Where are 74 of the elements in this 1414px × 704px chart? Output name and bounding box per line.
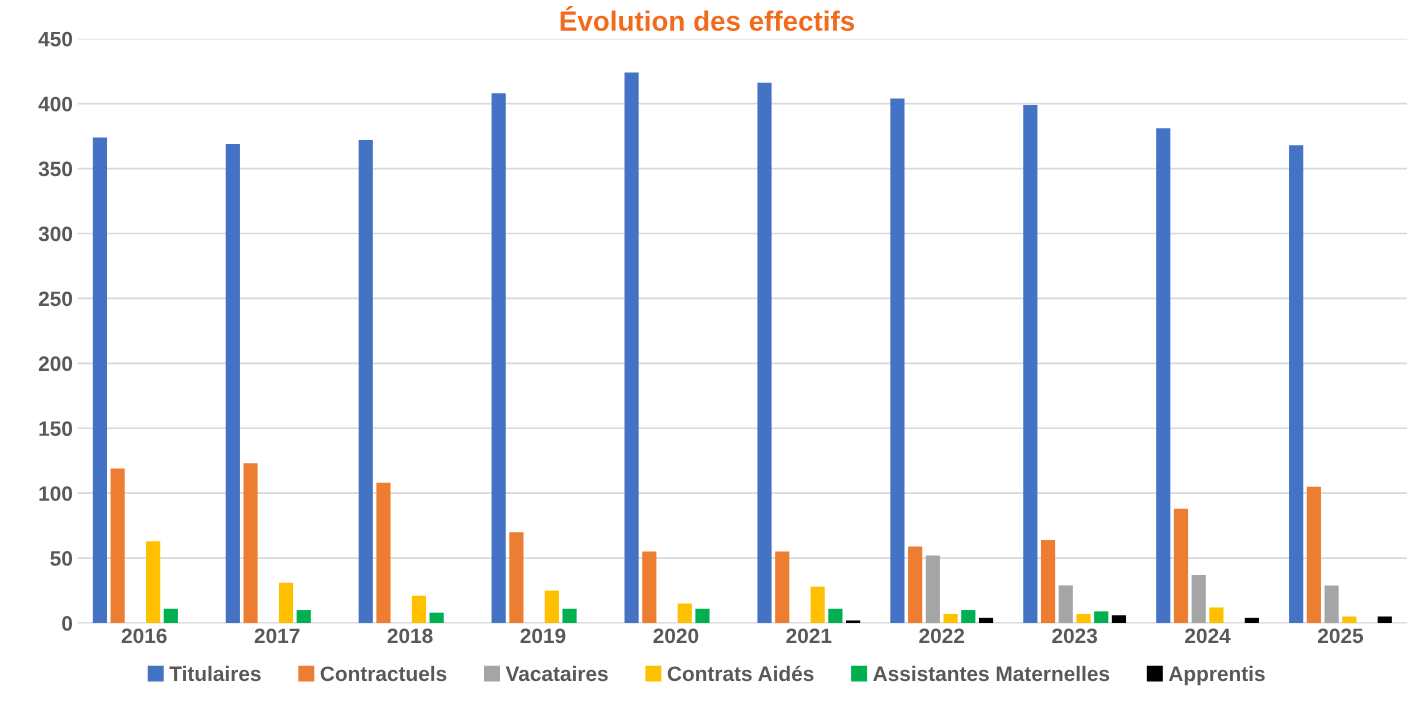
- bar: [1094, 611, 1109, 624]
- bar: [429, 612, 444, 624]
- legend-label: Assistantes Maternelles: [873, 665, 1110, 682]
- bar: [961, 610, 976, 624]
- bar: [1040, 539, 1056, 624]
- bar: [1289, 145, 1304, 624]
- bar: [1342, 616, 1357, 624]
- y-tick-label: 150: [39, 421, 73, 437]
- bar: [624, 72, 639, 624]
- bar: [1324, 585, 1339, 624]
- bar: [544, 590, 559, 624]
- bar: [1023, 104, 1038, 624]
- bar: [677, 603, 692, 624]
- bar: [810, 586, 825, 624]
- bar: [509, 532, 524, 624]
- y-tick-label: 450: [38, 31, 73, 47]
- bar: [1156, 128, 1171, 624]
- bar: [110, 468, 125, 624]
- x-tick-label: 2019: [520, 628, 566, 644]
- x-tick-label: 2018: [387, 628, 433, 644]
- bar: [695, 608, 710, 624]
- x-tick-label: 2017: [254, 628, 300, 644]
- bar: [757, 82, 772, 624]
- y-tick-label: 100: [39, 486, 73, 501]
- bar: [1377, 616, 1392, 624]
- bar: [1244, 617, 1259, 624]
- legend-label: Contrats Aidés: [667, 665, 814, 682]
- y-tick-label: 350: [38, 161, 73, 177]
- bar: [775, 551, 790, 624]
- bar: [1209, 607, 1224, 624]
- y-tick-label: 250: [38, 291, 73, 307]
- y-tick-label: 0: [62, 616, 73, 631]
- bar: [1173, 508, 1189, 624]
- bar: [491, 93, 506, 624]
- bar: [846, 620, 861, 624]
- bar: [296, 610, 311, 624]
- x-tick-label: 2024: [1185, 628, 1231, 644]
- bar: [358, 140, 373, 624]
- chart-title: Évolution des effectifs: [560, 6, 855, 31]
- bar: [92, 137, 108, 624]
- bar: [243, 463, 258, 624]
- y-tick-label: 300: [38, 226, 73, 242]
- bar: [978, 617, 994, 624]
- bar: [943, 613, 958, 624]
- bar: [1111, 615, 1127, 624]
- y-tick-label: 200: [38, 356, 73, 372]
- bar: [1306, 486, 1321, 624]
- y-tick-label: 50: [50, 551, 73, 566]
- bar: [146, 541, 161, 624]
- legend-label: Vacataires: [505, 665, 608, 682]
- y-tick-label: 400: [38, 96, 73, 112]
- bar: [278, 582, 294, 624]
- x-tick-label: 2022: [919, 628, 965, 644]
- bar: [890, 98, 905, 624]
- x-tick-label: 2025: [1318, 628, 1364, 644]
- legend-label: Titulaires: [169, 665, 261, 682]
- x-tick-label: 2020: [653, 628, 699, 644]
- legend-label: Apprentis: [1168, 665, 1265, 686]
- x-tick-label: 2023: [1052, 628, 1098, 644]
- bar: [1076, 613, 1091, 624]
- bar: [1191, 575, 1206, 624]
- legend-label: Contractuels: [320, 665, 447, 682]
- bar: [163, 608, 178, 624]
- bar: [642, 551, 657, 624]
- bar: [376, 482, 391, 624]
- bar: [225, 143, 240, 624]
- bar: [1058, 585, 1073, 624]
- bar: [411, 595, 427, 624]
- bar: [828, 608, 843, 624]
- bar: [908, 546, 923, 624]
- x-tick-label: 2016: [121, 628, 167, 644]
- bar: [925, 555, 940, 624]
- bar: [562, 608, 577, 624]
- x-tick-label: 2021: [786, 628, 832, 644]
